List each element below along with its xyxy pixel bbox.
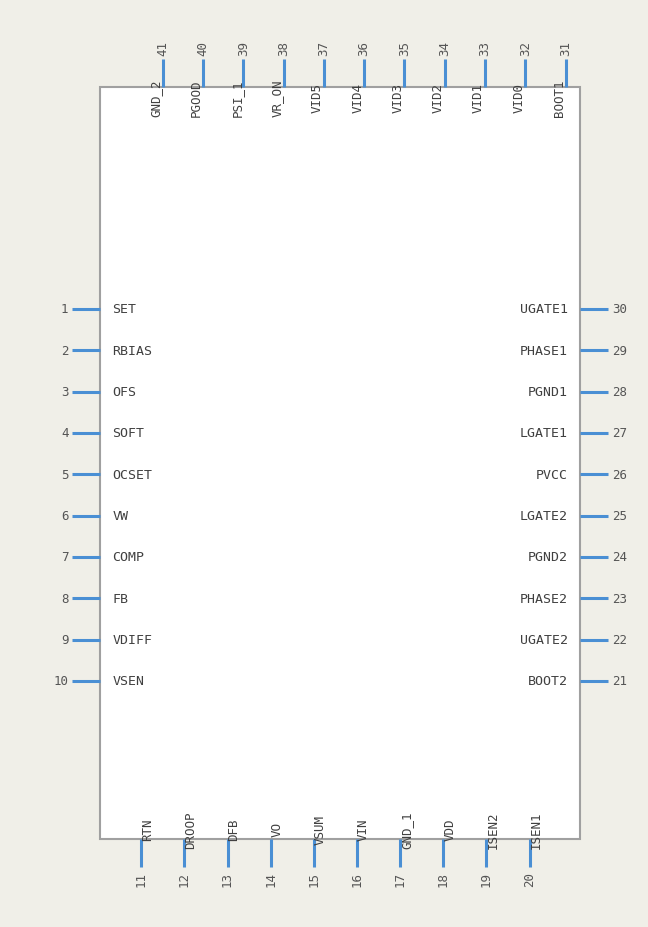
Text: PHASE2: PHASE2 (520, 592, 568, 605)
Text: 11: 11 (135, 870, 148, 886)
Text: 38: 38 (277, 41, 290, 57)
Text: 17: 17 (393, 870, 407, 886)
Text: VID0: VID0 (513, 83, 526, 113)
Text: 4: 4 (61, 427, 69, 440)
Text: VID4: VID4 (351, 83, 364, 113)
Text: 36: 36 (358, 41, 371, 57)
Text: 23: 23 (612, 592, 627, 605)
Text: PVCC: PVCC (536, 468, 568, 481)
Text: 3: 3 (61, 386, 69, 399)
Text: VID1: VID1 (472, 83, 485, 113)
Text: PGND2: PGND2 (528, 551, 568, 564)
Text: 27: 27 (612, 427, 627, 440)
Text: COMP: COMP (113, 551, 145, 564)
Text: 41: 41 (156, 41, 169, 57)
Text: PSI_1: PSI_1 (230, 80, 244, 117)
Text: 2: 2 (61, 344, 69, 358)
Text: VSEN: VSEN (113, 675, 145, 688)
Text: 15: 15 (307, 870, 320, 886)
Text: VID5: VID5 (311, 83, 324, 113)
Text: 10: 10 (53, 675, 69, 688)
Text: OFS: OFS (113, 386, 137, 399)
Text: PGND1: PGND1 (528, 386, 568, 399)
Text: 19: 19 (480, 870, 493, 886)
Text: 34: 34 (438, 41, 451, 57)
Text: SET: SET (113, 303, 137, 316)
Text: VDIFF: VDIFF (113, 633, 152, 646)
Text: 16: 16 (351, 870, 364, 886)
Text: 33: 33 (478, 41, 492, 57)
Text: PGOOD: PGOOD (190, 80, 203, 117)
Text: 22: 22 (612, 633, 627, 646)
Text: 13: 13 (221, 870, 234, 886)
Text: 12: 12 (178, 870, 191, 886)
Text: 9: 9 (61, 633, 69, 646)
Text: LGATE1: LGATE1 (520, 427, 568, 440)
Text: 25: 25 (612, 510, 627, 523)
Text: 28: 28 (612, 386, 627, 399)
Text: UGATE1: UGATE1 (520, 303, 568, 316)
Text: VID3: VID3 (391, 83, 404, 113)
Text: 37: 37 (318, 41, 330, 57)
Text: 20: 20 (523, 870, 536, 886)
Text: 24: 24 (612, 551, 627, 564)
Text: VIN: VIN (357, 818, 370, 840)
Text: 1: 1 (61, 303, 69, 316)
Text: PHASE1: PHASE1 (520, 344, 568, 358)
Text: 30: 30 (612, 303, 627, 316)
Text: 14: 14 (264, 870, 277, 886)
Text: VSUM: VSUM (314, 814, 327, 844)
Text: 18: 18 (437, 870, 450, 886)
Text: VDD: VDD (443, 818, 456, 840)
Text: RBIAS: RBIAS (113, 344, 152, 358)
Text: VR_ON: VR_ON (271, 80, 284, 117)
Text: BOOT1: BOOT1 (553, 80, 566, 117)
Text: 39: 39 (237, 41, 250, 57)
Text: 6: 6 (61, 510, 69, 523)
Text: DROOP: DROOP (185, 810, 198, 847)
Text: 40: 40 (196, 41, 209, 57)
Text: 32: 32 (519, 41, 532, 57)
Text: ISEN1: ISEN1 (529, 810, 542, 847)
Text: 26: 26 (612, 468, 627, 481)
Text: GND_2: GND_2 (150, 80, 163, 117)
Text: 5: 5 (61, 468, 69, 481)
Text: 29: 29 (612, 344, 627, 358)
Text: 31: 31 (559, 41, 572, 57)
Text: OCSET: OCSET (113, 468, 152, 481)
Text: BOOT2: BOOT2 (528, 675, 568, 688)
Text: 21: 21 (612, 675, 627, 688)
Text: UGATE2: UGATE2 (520, 633, 568, 646)
Text: FB: FB (113, 592, 128, 605)
Text: ISEN2: ISEN2 (487, 810, 500, 847)
Text: RTN: RTN (141, 818, 154, 840)
Text: VW: VW (113, 510, 128, 523)
Text: GND_1: GND_1 (400, 810, 413, 847)
Text: 8: 8 (61, 592, 69, 605)
Text: VID2: VID2 (432, 83, 445, 113)
Text: 35: 35 (398, 41, 411, 57)
Text: 7: 7 (61, 551, 69, 564)
Text: VO: VO (271, 821, 284, 836)
Text: SOFT: SOFT (113, 427, 145, 440)
Text: DFB: DFB (227, 818, 240, 840)
Text: LGATE2: LGATE2 (520, 510, 568, 523)
Bar (100, 88, 580, 839)
